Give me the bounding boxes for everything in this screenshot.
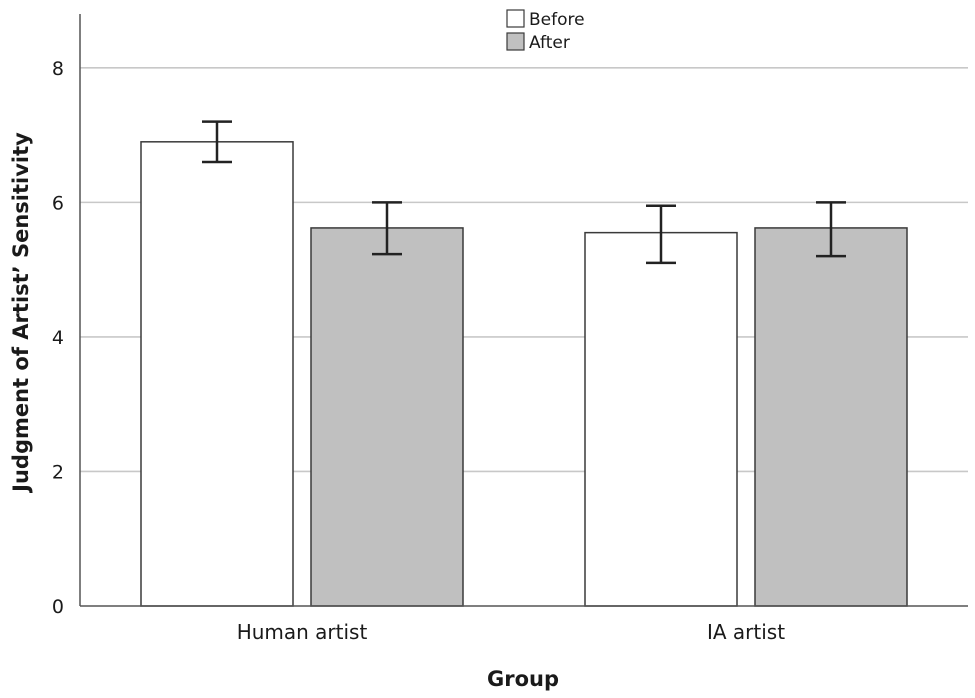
legend-swatch-after: [506, 32, 525, 51]
x-axis-title: Group: [487, 667, 559, 691]
y-tick-label: 6: [52, 192, 64, 214]
bars: [140, 141, 908, 607]
axes: [79, 14, 968, 607]
x-category-label: IA artist: [707, 620, 785, 644]
y-tick-label: 0: [52, 596, 64, 618]
legend-swatch-before: [506, 9, 525, 28]
bar-after-0: [310, 227, 464, 607]
y-tick-labels: 0 2 4 6 8: [52, 58, 64, 618]
error-bars: [202, 120, 846, 265]
y-tick-label: 8: [52, 58, 64, 80]
legend-label-before: Before: [529, 10, 585, 30]
x-category-label: Human artist: [237, 620, 368, 644]
bar-after-1: [754, 227, 908, 607]
y-tick-label: 4: [52, 327, 64, 349]
x-category-labels: Human artist IA artist: [237, 620, 786, 644]
bar-before-1: [584, 231, 738, 607]
bar-before-0: [140, 141, 294, 607]
y-axis-title: Judgment of Artist’ Sensitivity: [9, 132, 33, 494]
legend-label-after: After: [529, 33, 570, 53]
legend: Before After: [506, 9, 585, 53]
y-tick-label: 2: [52, 461, 64, 483]
